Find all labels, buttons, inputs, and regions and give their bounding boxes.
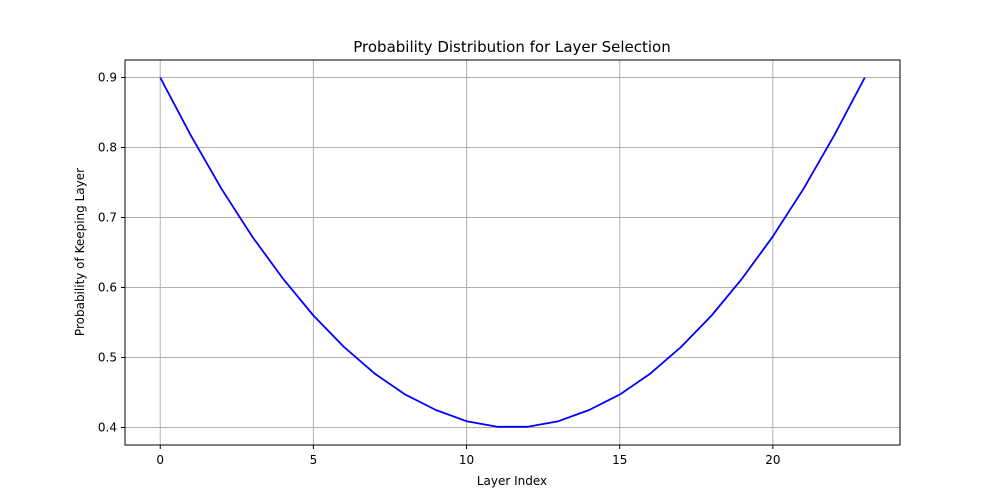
- x-tick-label: 10: [459, 453, 474, 467]
- x-gridlines: [159, 60, 774, 445]
- x-tick-label: 5: [310, 453, 318, 467]
- x-axis-ticks: 0 5 10 15 20: [156, 445, 781, 467]
- probability-line: [159, 77, 866, 428]
- x-axis-label: Layer Index: [477, 474, 547, 488]
- y-axis-ticks: 0.4 0.5 0.6 0.7 0.8 0.9: [98, 71, 125, 435]
- y-axis-label: Probability of Keeping Layer: [73, 168, 87, 336]
- y-tick-label: 0.6: [98, 281, 117, 295]
- y-tick-label: 0.7: [98, 211, 117, 225]
- chart-title: Probability Distribution for Layer Selec…: [353, 38, 670, 56]
- x-tick-label: 20: [765, 453, 780, 467]
- y-tick-label: 0.8: [98, 141, 117, 155]
- y-gridlines: [125, 77, 900, 428]
- y-tick-label: 0.4: [98, 421, 117, 435]
- x-tick-label: 15: [612, 453, 627, 467]
- x-tick-label: 0: [156, 453, 164, 467]
- plot-area-frame: [124, 59, 901, 446]
- y-tick-label: 0.9: [98, 71, 117, 85]
- y-tick-label: 0.5: [98, 351, 117, 365]
